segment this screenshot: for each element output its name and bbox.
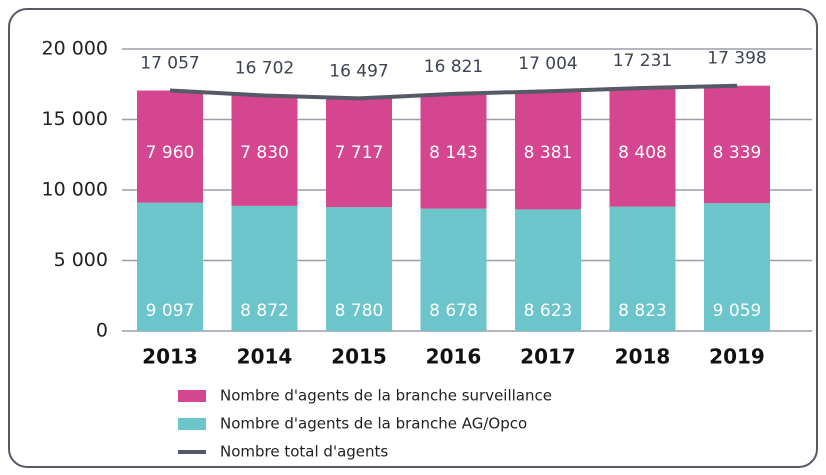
x-tick-label: 2018	[615, 345, 671, 369]
bar-value-label: 7 960	[146, 143, 195, 163]
legend-swatch	[178, 390, 206, 402]
bar-value-label: 8 872	[240, 301, 289, 321]
bar-value-label: 8 339	[713, 143, 762, 163]
x-tick-label: 2015	[331, 345, 387, 369]
y-tick-label: 0	[96, 320, 108, 342]
bar-segment	[609, 88, 676, 207]
bar-value-label: 9 097	[146, 301, 195, 321]
x-tick-label: 2017	[520, 345, 576, 369]
bar-value-label: 7 717	[335, 143, 384, 163]
y-tick-label: 15 000	[42, 108, 108, 130]
bar-value-label: 8 408	[618, 143, 667, 163]
bar-value-label: 8 143	[429, 143, 478, 163]
bar-value-label: 8 623	[524, 301, 573, 321]
bar-segment	[231, 95, 298, 206]
legend-label: Nombre d'agents de la branche surveillan…	[220, 387, 552, 405]
total-line	[169, 83, 738, 101]
bar-segment	[609, 206, 676, 331]
bar-value-label: 8 823	[618, 301, 667, 321]
total-value-label: 17 057	[140, 53, 199, 73]
bar-segment	[326, 98, 392, 208]
bar-segment	[704, 85, 770, 204]
x-tick-label: 2013	[142, 345, 198, 369]
legend-swatch	[178, 418, 206, 430]
legend-label: Nombre d'agents de la branche AG/Opco	[220, 415, 527, 433]
bar-segment	[420, 208, 487, 331]
bar-segment	[515, 209, 581, 331]
total-value-label: 17 231	[613, 51, 672, 71]
x-tick-label: 2014	[237, 345, 293, 369]
bar-segment	[231, 205, 298, 331]
y-tick-label: 5 000	[54, 249, 108, 271]
bar-segment	[326, 207, 392, 331]
bar-value-label: 8 381	[524, 143, 573, 163]
total-value-label: 16 497	[329, 61, 388, 81]
bar-value-label: 9 059	[713, 301, 762, 321]
bar-value-label: 7 830	[240, 143, 289, 163]
y-tick-label: 10 000	[42, 179, 108, 201]
x-tick-label: 2019	[709, 345, 765, 369]
legend-label: Nombre total d'agents	[220, 443, 388, 461]
bar-segment	[515, 91, 581, 210]
bar-segment	[420, 93, 487, 209]
total-value-label: 16 821	[424, 57, 483, 77]
total-value-label: 17 004	[518, 54, 577, 74]
bar-segment	[137, 90, 203, 203]
total-value-label: 16 702	[235, 59, 294, 79]
y-tick-label: 20 000	[42, 38, 108, 60]
total-value-label: 17 398	[707, 49, 766, 69]
bar-value-label: 8 780	[335, 301, 384, 321]
bar-segment	[704, 203, 770, 331]
bar-value-label: 8 678	[429, 301, 478, 321]
bar-segment	[137, 202, 203, 331]
x-tick-label: 2016	[426, 345, 482, 369]
